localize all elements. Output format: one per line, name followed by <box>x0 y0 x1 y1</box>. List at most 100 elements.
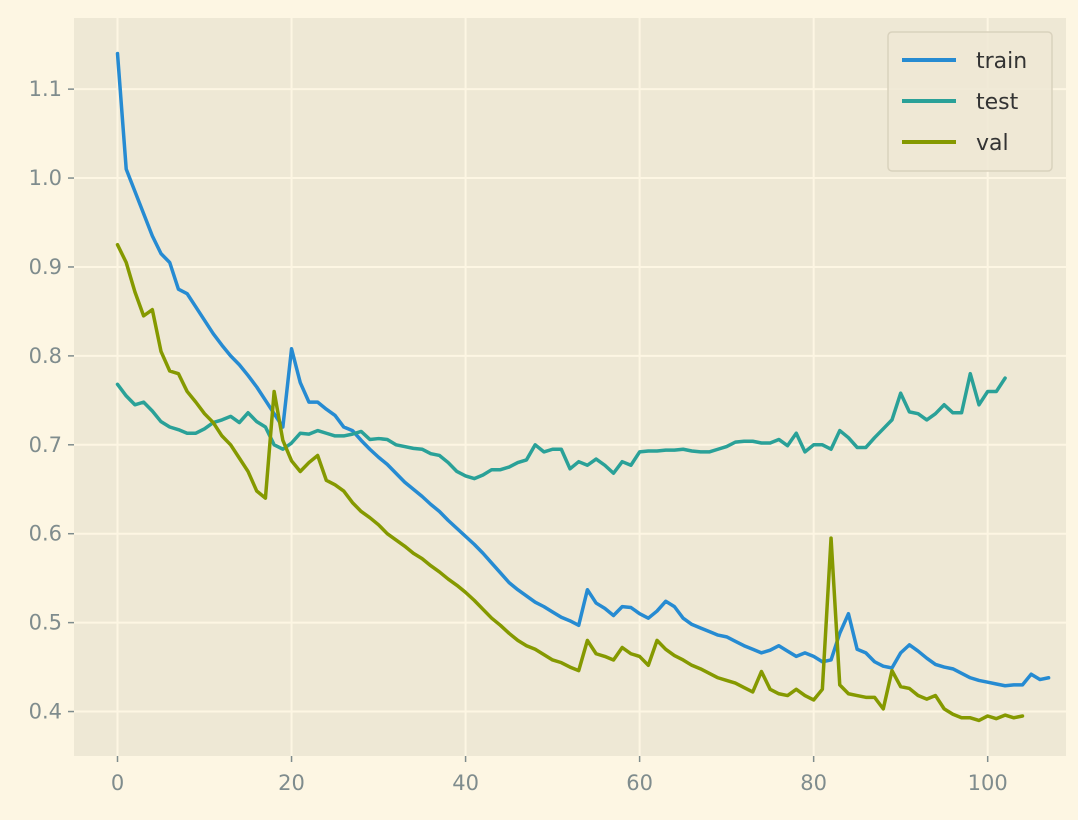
x-tick-label: 100 <box>968 771 1008 795</box>
series-line-val <box>115 242 1025 723</box>
data-point-test <box>829 447 833 451</box>
data-point-test <box>638 450 642 454</box>
data-point-val <box>690 663 694 667</box>
data-point-val <box>725 678 729 682</box>
data-point-train <box>211 332 215 336</box>
data-point-train <box>472 542 476 546</box>
data-point-test <box>455 469 459 473</box>
data-point-test <box>203 427 207 431</box>
data-point-train <box>150 234 154 238</box>
data-point-val <box>699 667 703 671</box>
data-point-train <box>464 534 468 538</box>
data-point-val <box>420 557 424 561</box>
data-point-train <box>690 622 694 626</box>
data-point-test <box>994 389 998 393</box>
data-point-val <box>960 716 964 720</box>
data-point-test <box>176 428 180 432</box>
data-point-val <box>916 694 920 698</box>
data-point-test <box>307 432 311 436</box>
legend-label-val: val <box>976 131 1009 156</box>
data-point-test <box>194 431 198 435</box>
data-point-test <box>603 463 607 467</box>
data-point-train <box>925 656 929 660</box>
data-point-train <box>794 654 798 658</box>
data-point-val <box>429 564 433 568</box>
data-point-val <box>846 692 850 696</box>
data-point-train <box>533 600 537 604</box>
data-point-val <box>464 590 468 594</box>
data-point-train <box>846 612 850 616</box>
data-point-train <box>559 615 563 619</box>
data-point-test <box>942 403 946 407</box>
data-point-val <box>229 443 233 447</box>
data-point-train <box>655 609 659 613</box>
data-point-test <box>768 441 772 445</box>
data-point-val <box>516 638 520 642</box>
y-tick-label: 1.1 <box>29 77 62 101</box>
data-point-train <box>751 647 755 651</box>
data-point-train <box>185 292 189 296</box>
data-point-train <box>490 561 494 565</box>
data-point-test <box>846 436 850 440</box>
data-point-train <box>411 487 415 491</box>
data-point-val <box>507 631 511 635</box>
data-point-train <box>968 676 972 680</box>
data-point-val <box>751 690 755 694</box>
data-point-val <box>890 669 894 673</box>
data-point-train <box>907 643 911 647</box>
data-point-test <box>612 471 616 475</box>
data-point-train <box>568 619 572 623</box>
data-point-train <box>498 571 502 575</box>
data-point-val <box>707 671 711 675</box>
data-point-test <box>429 452 433 456</box>
data-point-test <box>368 437 372 441</box>
data-point-train <box>786 649 790 653</box>
data-point-test <box>568 467 572 471</box>
x-tick-label: 0 <box>111 771 124 795</box>
data-point-train <box>316 400 320 404</box>
data-point-train <box>829 658 833 662</box>
data-point-test <box>977 403 981 407</box>
data-point-test <box>916 412 920 416</box>
data-point-val <box>968 716 972 720</box>
data-point-test <box>733 440 737 444</box>
data-point-train <box>516 588 520 592</box>
data-point-train <box>577 623 581 627</box>
data-point-test <box>255 420 259 424</box>
data-point-val <box>481 607 485 611</box>
data-point-val <box>820 687 824 691</box>
data-point-train <box>298 381 302 385</box>
data-point-val <box>672 654 676 658</box>
data-point-val <box>159 349 163 353</box>
data-point-train <box>368 447 372 451</box>
legend-label-train: train <box>976 49 1027 74</box>
x-tick-label: 40 <box>452 771 479 795</box>
data-point-test <box>690 449 694 453</box>
data-point-train <box>168 261 172 265</box>
data-point-train <box>176 287 180 291</box>
y-tick-label: 0.6 <box>29 522 62 546</box>
data-point-val <box>255 489 259 493</box>
data-point-test <box>585 463 589 467</box>
data-point-test <box>986 389 990 393</box>
data-point-test <box>899 391 903 395</box>
data-point-test <box>742 439 746 443</box>
data-point-test <box>672 448 676 452</box>
data-point-test <box>803 450 807 454</box>
data-point-val <box>316 453 320 457</box>
data-point-test <box>472 477 476 481</box>
data-point-val <box>116 243 120 247</box>
data-point-val <box>307 461 311 465</box>
data-point-train <box>551 610 555 614</box>
data-point-train <box>812 654 816 658</box>
legend-label-test: test <box>976 90 1019 115</box>
data-point-train <box>899 651 903 655</box>
data-point-train <box>542 605 546 609</box>
y-tick-label: 0.8 <box>29 344 62 368</box>
data-point-val <box>768 687 772 691</box>
data-point-test <box>516 461 520 465</box>
data-point-test <box>655 449 659 453</box>
data-point-train <box>986 680 990 684</box>
data-point-val <box>803 694 807 698</box>
data-point-train <box>1047 676 1051 680</box>
